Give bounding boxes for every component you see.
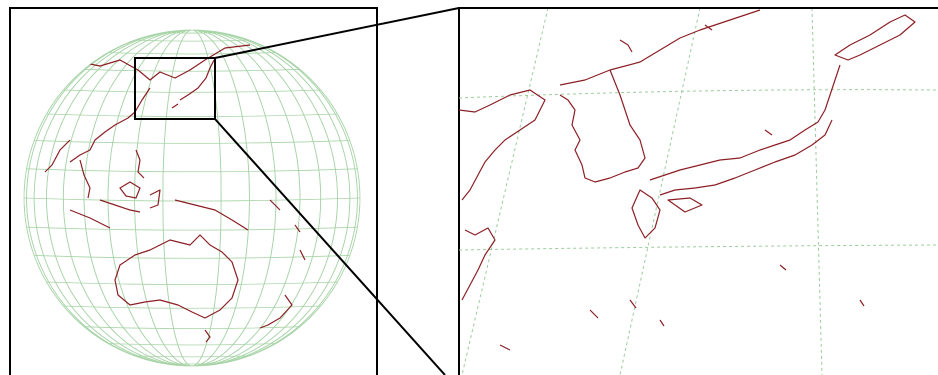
meridian xyxy=(46,30,338,366)
coast-nz xyxy=(259,294,293,329)
parallel xyxy=(83,68,301,72)
parallel xyxy=(107,52,277,55)
parallel xyxy=(34,140,350,144)
coast-hokkaido xyxy=(834,14,916,61)
meridians xyxy=(461,9,823,375)
parallel xyxy=(26,168,358,173)
parallel xyxy=(83,326,301,330)
coast-korea xyxy=(559,9,761,183)
parallel xyxy=(134,355,250,358)
parallel xyxy=(46,113,338,117)
parallel xyxy=(34,255,350,259)
meridian xyxy=(162,30,222,366)
coast-asia xyxy=(44,44,251,199)
coast-islands xyxy=(69,149,306,261)
zoom-connector xyxy=(214,118,446,375)
coast-islands xyxy=(499,24,865,351)
globe-coastlines xyxy=(44,44,306,343)
meridian xyxy=(107,30,277,366)
coast-kyushu xyxy=(631,189,703,239)
zoom-graticule xyxy=(459,9,938,375)
coast-australia xyxy=(114,234,239,343)
zoom-box xyxy=(134,57,216,120)
zoom-coastlines xyxy=(459,9,916,351)
coast-honshu xyxy=(649,64,841,196)
parallel xyxy=(162,32,222,34)
coast-china xyxy=(459,89,546,301)
parallel xyxy=(24,197,360,202)
parallel xyxy=(134,39,250,42)
parallel xyxy=(162,363,222,365)
meridian xyxy=(83,30,301,366)
globe-outline xyxy=(23,29,361,367)
zoom-panel xyxy=(458,7,938,375)
globe-panel xyxy=(9,7,378,375)
parallel xyxy=(63,305,321,309)
graticule xyxy=(24,30,360,366)
coast-japan xyxy=(171,59,215,109)
parallel xyxy=(107,343,277,346)
parallels xyxy=(459,89,938,251)
meridian xyxy=(62,30,322,366)
zoom-connector xyxy=(214,7,460,59)
parallel xyxy=(46,281,338,285)
